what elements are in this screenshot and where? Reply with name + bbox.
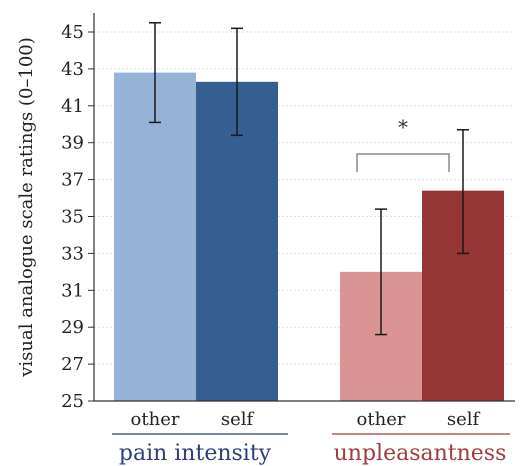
y-tick-label: 39 (61, 133, 84, 154)
axes (88, 13, 515, 402)
y-tick-label: 43 (61, 59, 84, 80)
y-axis-label: visual analogue scale ratings (0–100) (16, 37, 37, 378)
group-label: pain intensity (119, 441, 272, 466)
category-label: other (131, 409, 180, 430)
y-tick-label: 27 (61, 354, 84, 375)
y-tick-label: 41 (61, 96, 84, 117)
significance-bracket (356, 153, 450, 172)
significance-star: * (398, 115, 408, 139)
y-tick-label: 31 (61, 280, 84, 301)
y-tick-label: 33 (61, 243, 84, 264)
y-tick-label: 35 (61, 207, 84, 228)
group-label: unpleasantness (334, 441, 507, 466)
y-tick-label: 37 (61, 170, 84, 191)
labels: 25 27 29 31 33 35 37 39 41 43 45 other self pain inte… (61, 22, 510, 466)
bar-pain-intensity-other (114, 72, 196, 401)
category-label: other (357, 409, 406, 430)
y-tick-label: 25 (61, 391, 84, 412)
error-bars (149, 22, 469, 336)
y-tick-label: 45 (61, 22, 84, 43)
category-label: self (221, 409, 255, 430)
bars (114, 72, 504, 401)
category-label: self (447, 409, 481, 430)
y-tick-label: 29 (61, 317, 84, 338)
